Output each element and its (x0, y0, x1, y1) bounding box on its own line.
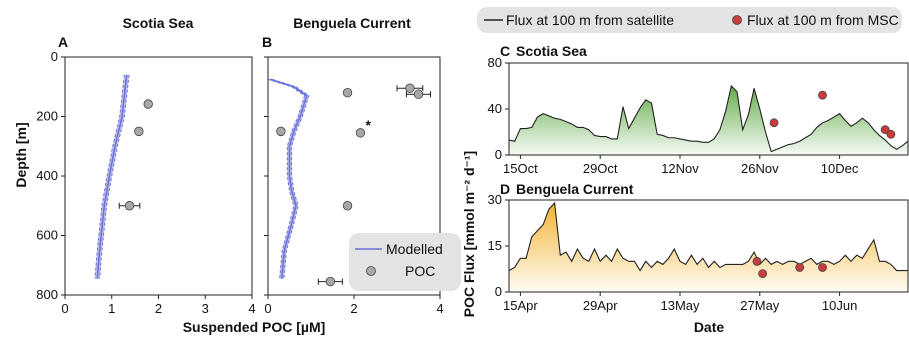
date-axis-label: Date (694, 319, 725, 335)
panel-a: A Scotia Sea Depth [m] 0 1 2 3 4 0 200 400 600 80… (13, 15, 256, 316)
panel-d-ytick-label: 15 (488, 238, 502, 253)
panel-a-ytick-label: 600 (36, 228, 58, 243)
panel-a-modelled-lower (94, 74, 125, 279)
legend-cd: Flux at 100 m from satellite Flux at 100… (477, 7, 902, 33)
panel-a-poc-point (143, 99, 153, 109)
legend-msc-label: Flux at 100 m from MSC (747, 12, 899, 28)
panel-a-ticks: 0 1 2 3 4 0 200 400 600 800 (36, 49, 255, 316)
panel-a-modelled-upper (99, 74, 130, 279)
panel-b-modelled-lower (267, 78, 306, 279)
panel-d-ticks: 0 15 30 15Apr 29Apr 13May 27May 10Jun (488, 192, 858, 313)
panel-b-frame (267, 56, 441, 296)
panel-d-letter: D (500, 181, 510, 197)
panel-a-poc-point (124, 201, 135, 211)
panel-b-xtick-label: 4 (436, 301, 443, 316)
panel-b-poc-point (276, 126, 286, 137)
panel-b: B Benguela Current 0 2 4 * Modelled POC (262, 15, 461, 316)
panel-b-poc-point (405, 83, 415, 93)
panel-b-ticks: 0 2 4 (264, 56, 444, 316)
panel-c-ytick-label: 80 (488, 55, 502, 70)
panel-a-frame (64, 56, 253, 296)
panel-d-xtick-label: 10Jun (822, 298, 857, 313)
legend-satellite-label: Flux at 100 m from satellite (506, 12, 674, 28)
panel-c-marks (508, 84, 909, 155)
panel-c-msc-point (769, 118, 779, 128)
panel-d: D Benguela Current 0 15 30 15Apr 29Apr 13May 2… (461, 151, 909, 335)
panel-c-frame (508, 62, 909, 156)
panel-d-flux-area (509, 203, 908, 292)
panel-c-msc-point (880, 125, 890, 135)
panel-d-msc-point (758, 269, 768, 279)
panel-b-modelled-band (268, 79, 309, 279)
panel-a-xtick-label: 4 (248, 301, 255, 316)
panel-c-letter: C (500, 43, 510, 59)
panel-b-xtick-label: 2 (350, 301, 357, 316)
panel-b-xtick-label: 0 (264, 301, 271, 316)
panel-a-ytick-label: 400 (36, 168, 58, 183)
panel-a-letter: A (58, 34, 68, 50)
legend-poc-swatch (366, 266, 376, 276)
panel-d-msc-point (752, 256, 762, 266)
panel-b-annotation: * (365, 117, 371, 133)
poc-flux-axis-label: POC Flux [mmol m⁻² d⁻¹] (461, 151, 477, 317)
panel-b-poc-point (342, 87, 353, 98)
panel-a-ytick-label: 0 (51, 49, 58, 64)
legend-ab: Modelled POC (349, 233, 461, 291)
panel-b-poc-point (325, 276, 336, 287)
legend-ab-box (349, 233, 461, 291)
depth-axis-label: Depth [m] (13, 122, 29, 187)
panel-b-poc-point (413, 89, 424, 99)
panel-c-xtick-label: 10Dec (821, 161, 859, 176)
panel-c: C Scotia Sea 0 40 80 15Oct 29Oct 12Nov 26Nov 10… (488, 43, 909, 176)
panel-d-xtick-label: 15Apr (503, 298, 538, 313)
panel-d-ytick-label: 0 (495, 284, 502, 299)
panel-b-marks: * (267, 78, 432, 287)
panel-d-marks (508, 201, 908, 292)
panel-b-modelled-upper (272, 78, 310, 279)
panel-a-xtick-label: 2 (155, 301, 162, 316)
panel-b-poc-point (342, 201, 353, 211)
panel-a-ytick-label: 200 (36, 109, 58, 124)
panel-c-msc-point (818, 90, 827, 100)
panel-a-xtick-label: 1 (108, 301, 115, 316)
panel-d-title: Benguela Current (516, 181, 634, 197)
panel-c-xtick-label: 26Nov (741, 161, 779, 176)
panel-c-msc-point (886, 129, 896, 139)
panel-d-xtick-label: 29Apr (583, 298, 618, 313)
panel-c-xtick-label: 12Nov (661, 161, 699, 176)
panel-d-satellite-line (508, 201, 908, 272)
panel-c-ytick-label: 0 (495, 147, 502, 162)
panel-a-poc-point (134, 126, 144, 137)
panel-b-title: Benguela Current (293, 15, 411, 31)
legend-poc-label: POC (405, 263, 435, 279)
panel-c-ticks: 0 40 80 15Oct 29Oct 12Nov 26Nov 10Dec (488, 55, 859, 176)
legend-msc-swatch (732, 15, 742, 25)
panel-d-msc-point (818, 263, 827, 272)
panel-a-ytick-label: 800 (36, 287, 58, 302)
panel-d-xtick-label: 13May (660, 298, 700, 313)
panel-c-ytick-label: 40 (488, 101, 502, 116)
legend-modelled-label: Modelled (386, 241, 443, 257)
panel-b-modelled-line (269, 78, 308, 279)
panel-a-marks (94, 74, 153, 279)
panel-a-title: Scotia Sea (123, 15, 194, 31)
panel-b-poc-point (355, 128, 366, 138)
panel-c-flux-area (509, 86, 908, 155)
panel-a-xtick-label: 3 (202, 301, 209, 316)
panel-c-xtick-label: 15Oct (503, 161, 538, 176)
panel-c-xtick-label: 29Oct (583, 161, 618, 176)
panel-b-letter: B (262, 34, 272, 50)
suspended-poc-axis-label: Suspended POC [µM] (183, 319, 326, 335)
panel-d-msc-point (795, 263, 805, 272)
panel-d-ytick-label: 30 (488, 192, 502, 207)
panel-d-xtick-label: 27May (740, 298, 780, 313)
legend-cd-box (477, 7, 902, 33)
panel-d-frame (508, 199, 909, 293)
panel-a-xtick-label: 0 (61, 301, 68, 316)
panel-c-satellite-line (508, 84, 909, 153)
panel-a-modelled-line (96, 74, 128, 279)
panel-c-title: Scotia Sea (516, 43, 587, 59)
